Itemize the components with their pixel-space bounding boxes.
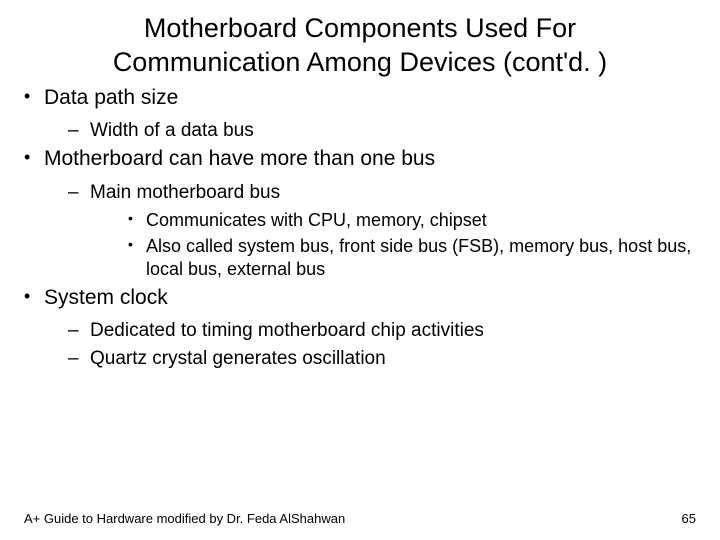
bullet-l2: Dedicated to timing motherboard chip act… [44, 318, 696, 344]
bullet-l2: Width of a data bus [44, 118, 696, 144]
bullet-l2: Quartz crystal generates oscillation [44, 346, 696, 372]
slide-body: Data path size Width of a data bus Mothe… [24, 84, 696, 372]
bullet-text: Motherboard can have more than one bus [44, 147, 435, 170]
bullet-l1: System clock Dedicated to timing motherb… [24, 284, 696, 372]
bullet-text: Quartz crystal generates oscillation [90, 348, 386, 369]
bullet-text: System clock [44, 286, 168, 309]
slide-title: Motherboard Components Used For Communic… [24, 12, 696, 80]
slide-footer: A+ Guide to Hardware modified by Dr. Fed… [24, 511, 696, 526]
bullet-text: Data path size [44, 86, 178, 109]
page-number: 65 [682, 511, 696, 526]
bullet-l1: Motherboard can have more than one bus M… [24, 145, 696, 281]
bullet-l3: Also called system bus, front side bus (… [90, 235, 696, 282]
bullet-l3: Communicates with CPU, memory, chipset [90, 209, 696, 232]
bullet-text: Also called system bus, front side bus (… [146, 236, 691, 279]
bullet-l1: Data path size Width of a data bus [24, 84, 696, 144]
bullet-l2: Main motherboard bus Communicates with C… [44, 180, 696, 282]
footer-left-text: A+ Guide to Hardware modified by Dr. Fed… [24, 511, 345, 526]
bullet-text: Main motherboard bus [90, 182, 280, 203]
bullet-text: Dedicated to timing motherboard chip act… [90, 320, 484, 341]
bullet-text: Width of a data bus [90, 120, 254, 141]
bullet-text: Communicates with CPU, memory, chipset [146, 210, 487, 230]
